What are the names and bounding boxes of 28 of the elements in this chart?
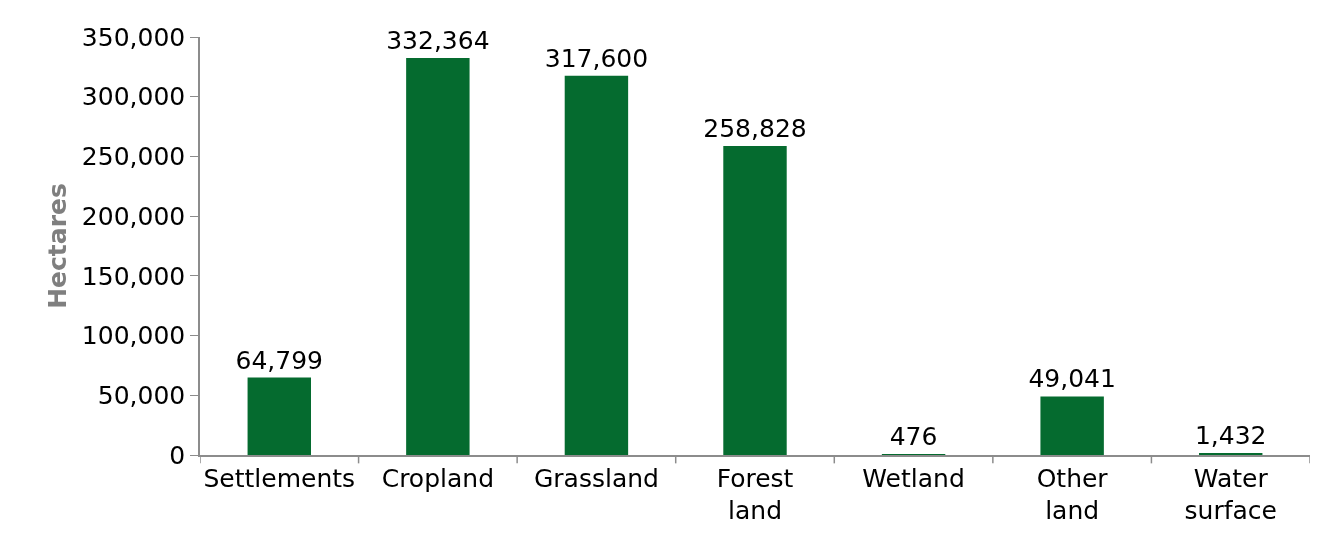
x-tick-label: Wetland xyxy=(862,463,965,493)
y-tick-label: 100,000 xyxy=(81,321,186,351)
data-label: 258,828 xyxy=(703,113,807,143)
y-axis-title: Hectares xyxy=(43,183,73,309)
bar xyxy=(406,58,470,455)
data-label: 49,041 xyxy=(1028,364,1116,394)
x-tick-label: Water surface xyxy=(1184,463,1277,526)
bar xyxy=(723,145,787,455)
x-tick-label: Settlements xyxy=(203,463,356,493)
data-label: 332,364 xyxy=(386,26,490,56)
data-label: 64,799 xyxy=(235,345,324,375)
x-tick-label: Other land xyxy=(1036,463,1109,526)
y-tick-label: 150,000 xyxy=(81,261,186,291)
y-tick-label: 300,000 xyxy=(81,82,186,112)
y-tick-label: 350,000 xyxy=(81,22,186,52)
x-tick-label: Forest land xyxy=(716,463,794,526)
y-tick-label: 0 xyxy=(169,440,186,470)
data-label: 317,600 xyxy=(544,43,649,73)
y-tick-label: 50,000 xyxy=(97,381,186,411)
data-label: 1,432 xyxy=(1194,421,1267,450)
x-tick-label: Cropland xyxy=(381,463,495,493)
y-tick-label: 250,000 xyxy=(81,142,186,172)
x-tick-label: Grassland xyxy=(533,463,659,493)
bar xyxy=(247,377,311,455)
y-tick-label: 200,000 xyxy=(81,201,186,231)
data-label: 476 xyxy=(889,422,938,451)
bar xyxy=(564,75,629,455)
bar xyxy=(1040,396,1104,455)
